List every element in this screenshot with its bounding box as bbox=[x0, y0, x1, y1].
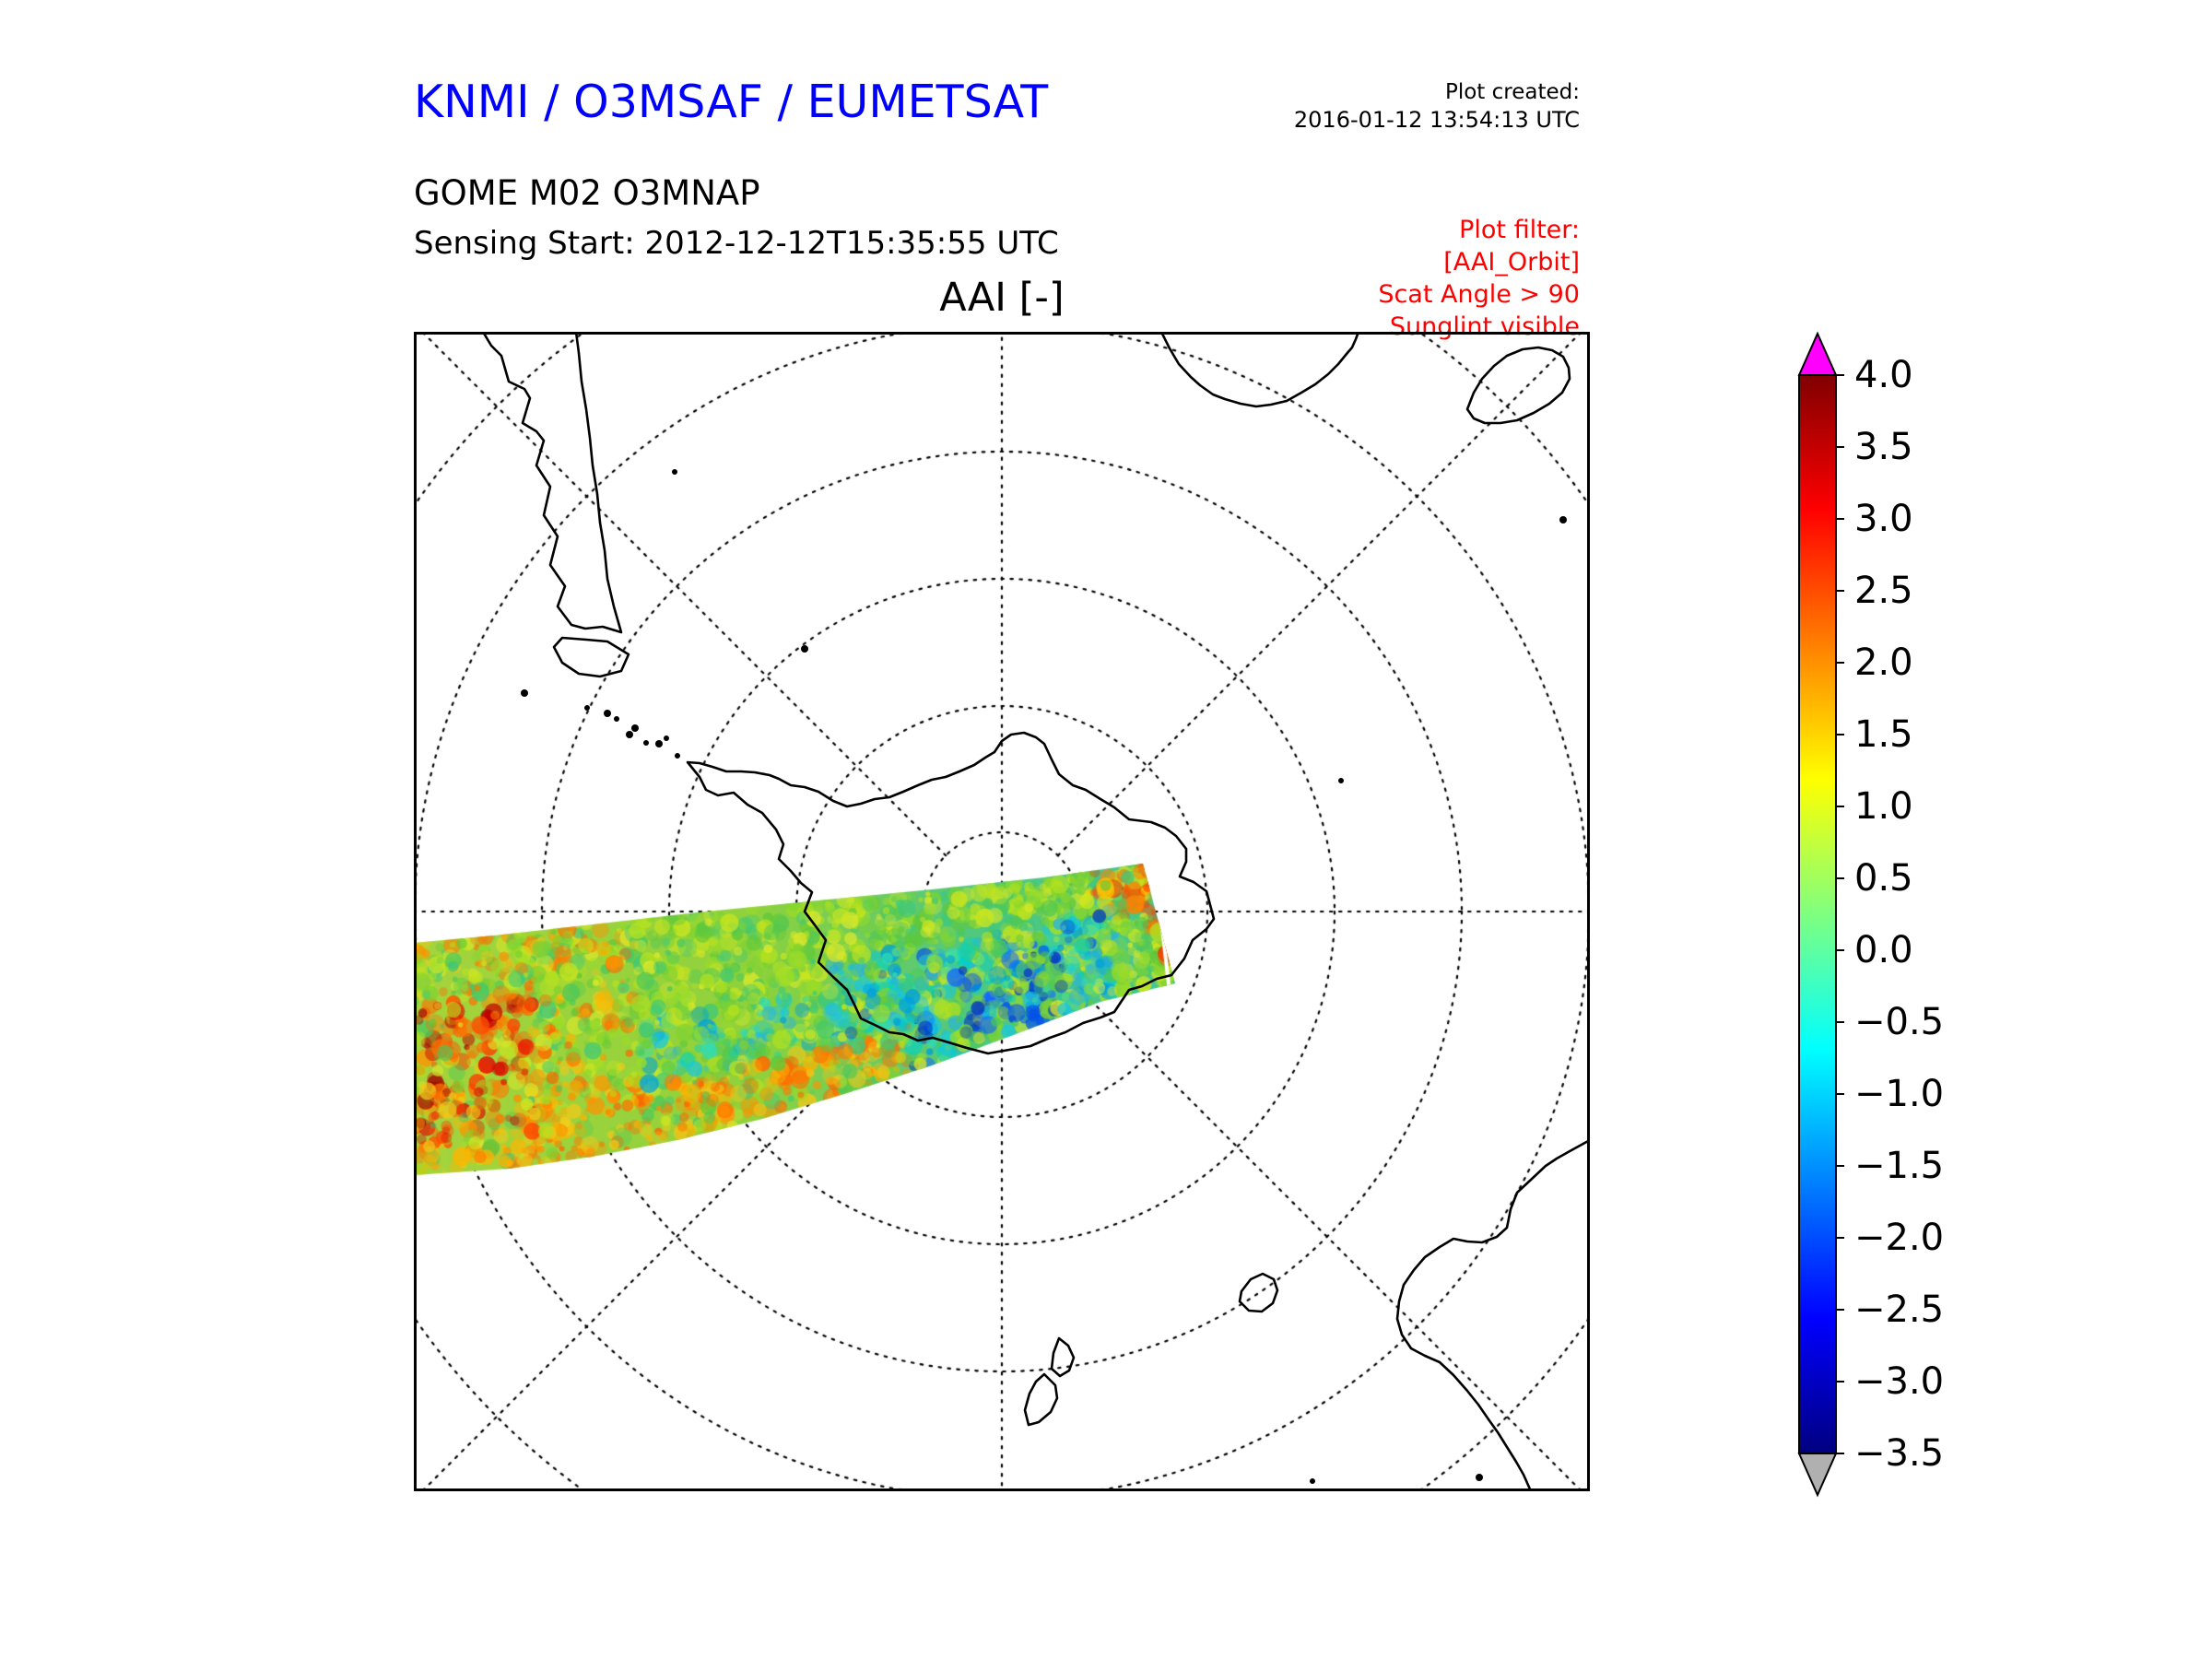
coastline-new-zealand-south bbox=[1023, 1372, 1059, 1427]
coastline-south-america bbox=[481, 332, 623, 634]
colorbar-tick-label: −2.5 bbox=[1854, 1288, 1945, 1331]
colorbar-gradient bbox=[1798, 374, 1837, 1454]
island-dot bbox=[801, 645, 808, 653]
map-frame bbox=[414, 332, 1590, 1491]
coastline-new-zealand-north bbox=[1050, 1336, 1076, 1378]
colorbar-tick-label: 0.5 bbox=[1854, 857, 1913, 900]
island-dot bbox=[1476, 1474, 1483, 1481]
colorbar-tick-label: −0.5 bbox=[1854, 1001, 1945, 1043]
colorbar-tick-label: −3.0 bbox=[1854, 1360, 1945, 1403]
colorbar-tick-label: −1.5 bbox=[1854, 1145, 1945, 1187]
island-dot bbox=[643, 740, 649, 746]
colorbar-tick-label: 1.5 bbox=[1854, 713, 1913, 756]
plot-filter-line: Scat Angle > 90 bbox=[1378, 280, 1580, 309]
product-line: GOME M02 O3MNAP bbox=[414, 173, 760, 213]
colorbar-tick-label: −3.5 bbox=[1854, 1432, 1945, 1475]
colorbar-tick-label: 0.0 bbox=[1854, 929, 1913, 971]
colorbar-tick-label: −2.0 bbox=[1854, 1217, 1945, 1259]
page-title: KNMI / O3MSAF / EUMETSAT bbox=[414, 76, 1049, 128]
map-panel bbox=[414, 332, 1590, 1491]
colorbar-tick-label: 2.0 bbox=[1854, 641, 1913, 684]
sensing-start-line: Sensing Start: 2012-12-12T15:35:55 UTC bbox=[414, 225, 1059, 262]
island-dot bbox=[1310, 1478, 1315, 1484]
island-dot bbox=[604, 710, 611, 717]
island-dot bbox=[631, 724, 639, 732]
colorbar-tick-label: 1.0 bbox=[1854, 785, 1913, 828]
colorbar-tick-label: 2.5 bbox=[1854, 570, 1913, 612]
plot-filter-line: Plot filter: bbox=[1459, 216, 1580, 244]
colorbar bbox=[1797, 331, 1844, 1498]
coastline-tasmania bbox=[1238, 1272, 1279, 1313]
island-dot bbox=[1559, 516, 1567, 524]
colorbar-over-arrow bbox=[1797, 331, 1838, 376]
colorbar-tick-label: 4.0 bbox=[1854, 354, 1913, 396]
map-canvas bbox=[414, 332, 1590, 1491]
colorbar-under-arrow bbox=[1797, 1453, 1838, 1498]
plot-created-value: 2016-01-12 13:54:13 UTC bbox=[1293, 107, 1580, 133]
plot-filter-line: [AAI_Orbit] bbox=[1443, 248, 1580, 276]
plot-created-block: Plot created: 2016-01-12 13:54:13 UTC bbox=[1294, 79, 1580, 134]
island-dot bbox=[655, 740, 663, 747]
coastlines-overlay bbox=[414, 332, 1590, 1491]
island-dot bbox=[672, 469, 677, 475]
plot-created-label: Plot created: bbox=[1444, 80, 1580, 104]
island-dot bbox=[1338, 778, 1344, 783]
island-dot bbox=[675, 753, 680, 759]
island-dot bbox=[584, 705, 590, 711]
coastline-madagascar bbox=[1465, 346, 1571, 425]
island-dot bbox=[521, 689, 528, 697]
colorbar-tick-label: −1.0 bbox=[1854, 1073, 1945, 1115]
coastline-africa bbox=[1159, 332, 1360, 408]
colorbar-tick-label: 3.0 bbox=[1854, 498, 1913, 540]
island-dot bbox=[614, 716, 619, 722]
coastline-antarctica bbox=[686, 731, 1216, 1055]
coastline-tierra-del-fuego bbox=[552, 636, 630, 678]
colorbar-tick-label: 3.5 bbox=[1854, 426, 1913, 468]
plot-filter-block: Plot filter: [AAI_Orbit] Scat Angle > 90 Su… bbox=[1378, 214, 1580, 343]
island-dot bbox=[664, 735, 669, 741]
coastline-australia bbox=[1395, 1138, 1590, 1491]
chart-title: AAI [-] bbox=[939, 275, 1065, 321]
island-dot bbox=[626, 731, 633, 738]
